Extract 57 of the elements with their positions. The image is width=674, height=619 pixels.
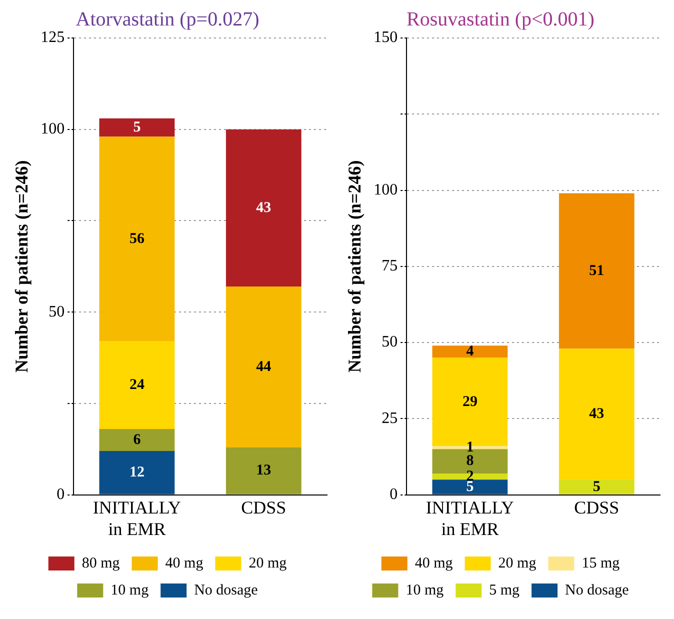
legend-label: No dosage [194,582,258,598]
bar [99,429,175,451]
legend-label: 40 mg [165,555,204,572]
legend-label: 80 mg [82,555,120,572]
data-label: 43 [589,406,604,422]
bar [432,346,508,358]
y-tick-label: 50 [382,334,398,351]
bar [226,447,302,494]
data-label: 5 [592,478,600,495]
data-label: 29 [462,394,478,410]
bar [99,136,175,342]
legend-label: 40 mg [414,555,454,572]
data-label: 44 [256,358,272,375]
data-label: 1 [466,439,474,456]
legend-label: 10 mg [110,582,150,598]
y-axis-title: Number of patients (n=246) [11,160,32,373]
y-tick-label: 75 [382,258,398,275]
x-tick-label: INITIALLY in EMR [426,497,514,539]
x-tick-label: CDSS [241,497,286,518]
bar [226,286,302,448]
bar [99,341,175,430]
data-label: 13 [256,462,272,479]
data-label: 5 [133,119,141,136]
data-label: 56 [129,230,145,247]
bar [558,480,634,494]
chart-title: Rosuvastatin (p<0.001) [406,8,594,30]
data-label: 12 [129,464,144,480]
x-tick-label: CDSS [574,497,620,518]
legend-label: 20 mg [498,555,537,572]
legend-label: No dosage [565,582,630,598]
y-tick-label: 0 [56,486,65,504]
y-tick-label: 50 [48,303,65,320]
data-label: 8 [466,453,474,470]
y-tick-label: 0 [390,486,398,504]
bar [99,450,175,494]
legend-label: 20 mg [248,555,288,572]
data-label: 6 [133,432,142,448]
bar [432,480,508,494]
data-label: 51 [589,262,604,279]
bar [558,348,634,480]
y-tick-label: 125 [40,29,65,46]
legend-label: 15 mg [582,555,620,572]
data-label: 43 [256,200,272,216]
y-tick-label: 25 [382,410,398,427]
y-axis-title: Number of patients (n=246) [344,160,364,373]
y-tick-label: 150 [374,29,398,46]
data-label: 4 [466,344,474,360]
y-tick-label: 100 [40,120,65,138]
bar [99,118,175,137]
bar [226,129,302,286]
bar [558,193,634,349]
x-tick-label: INITIALLY in EMR [92,497,182,539]
legend-label: 5 mg [489,582,520,598]
data-label: 24 [129,377,145,394]
chart-title: Atorvastatin (p=0.027) [76,8,260,30]
y-tick-label: 100 [374,181,398,198]
legend-label: 10 mg [406,582,444,598]
